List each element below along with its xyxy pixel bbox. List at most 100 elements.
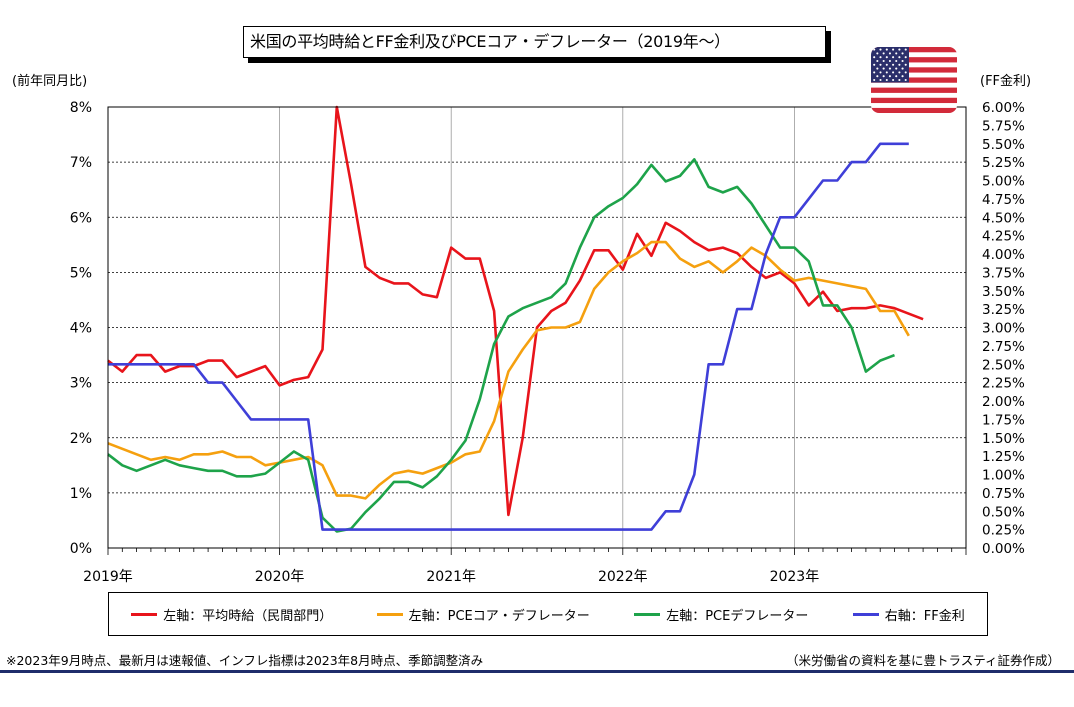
- flag-star: [901, 59, 904, 63]
- flag-star: [898, 48, 901, 51]
- legend-item-ff-rate: 右軸：FF金利: [852, 605, 965, 624]
- right-axis-tick-label: 4.50%: [982, 210, 1025, 226]
- left-axis-tick-label: 2%: [70, 431, 92, 447]
- flag-star: [882, 59, 885, 63]
- flag-stripe: [871, 77, 957, 83]
- flag-star: [879, 71, 882, 74]
- flag-star: [898, 56, 901, 59]
- flag-star: [895, 75, 898, 78]
- x-axis-tick-label: 2022年: [598, 569, 648, 585]
- flag-star: [904, 48, 907, 51]
- flag-star: [876, 59, 879, 63]
- flag-star: [904, 56, 907, 59]
- flag-star: [895, 59, 898, 63]
- flag-star: [876, 52, 879, 55]
- x-axis-tick-label: 2019年: [83, 569, 133, 585]
- x-axis-tick-labels: 2019年 2020年 2021年 2022年 2023年: [83, 569, 819, 585]
- x-axis-tick-label: 2023年: [770, 569, 820, 585]
- flag-stripe: [871, 67, 957, 73]
- flag-star: [898, 78, 901, 82]
- flag-star: [892, 78, 895, 82]
- right-axis-tick-label: 2.00%: [982, 394, 1025, 410]
- flag-star: [876, 67, 879, 70]
- left-axis-tick-label: 0%: [70, 541, 92, 557]
- series-lines: [107, 105, 924, 533]
- flag-star: [876, 75, 879, 78]
- right-axis-tick-label: 0.50%: [982, 504, 1025, 520]
- left-axis-tick-label: 7%: [70, 155, 92, 171]
- flag-star: [879, 56, 882, 59]
- right-axis-tick-label: 2.25%: [982, 376, 1025, 392]
- right-axis-tick-label: 4.75%: [982, 192, 1025, 208]
- flag-star: [885, 78, 888, 82]
- chart-title: 米国の平均時給とFF金利及びPCEコア・デフレーター（2019年～）: [243, 26, 826, 58]
- flag-star: [888, 67, 891, 70]
- left-axis-tick-label: 5%: [70, 265, 92, 281]
- left-axis-tick-label: 1%: [70, 486, 92, 502]
- legend-label: 右軸：FF金利: [884, 608, 965, 624]
- right-axis-tick-label: 4.00%: [982, 247, 1025, 263]
- flag-star: [901, 75, 904, 78]
- flag-star: [898, 71, 901, 74]
- flag-star: [892, 71, 895, 74]
- us-flag-icon: [871, 47, 957, 113]
- legend-swatch: [634, 612, 661, 616]
- right-axis-tick-label: 3.75%: [982, 265, 1025, 281]
- flag-star: [885, 71, 888, 74]
- series-line-1: [107, 240, 910, 500]
- flag-stripe: [871, 87, 957, 93]
- legend-swatch: [131, 612, 158, 616]
- flag-star: [892, 56, 895, 59]
- right-axis-tick-label: 6.00%: [982, 100, 1025, 116]
- right-axis-tick-label: 0.25%: [982, 523, 1025, 539]
- right-axis-tick-label: 1.25%: [982, 449, 1025, 465]
- legend-item-hourly-wage: 左軸：平均時給（民間部門）: [131, 605, 332, 624]
- left-axis-unit-label: (前年同月比): [12, 74, 88, 89]
- flag-star: [895, 52, 898, 55]
- right-axis-tick-label: 3.50%: [982, 284, 1025, 300]
- flag-star: [904, 63, 907, 66]
- flag-star: [879, 78, 882, 82]
- flag-star: [901, 52, 904, 55]
- flag-star: [885, 48, 888, 51]
- series-line-2: [107, 158, 895, 533]
- flag-star: [904, 78, 907, 82]
- plot-area-border: [107, 106, 967, 549]
- footnote-right: （米労働省の資料を基に豊トラスティ証券作成）: [785, 653, 1060, 668]
- right-axis-tick-label: 0.00%: [982, 541, 1025, 557]
- right-axis-tick-label: 1.50%: [982, 431, 1025, 447]
- flag-star: [885, 63, 888, 66]
- legend-label: 左軸：平均時給（民間部門）: [163, 608, 333, 624]
- flag-star: [888, 75, 891, 78]
- legend-swatch: [852, 612, 879, 616]
- flag-stripe: [871, 47, 957, 53]
- flag-star: [888, 59, 891, 63]
- flag-stripe: [871, 107, 957, 113]
- bottom-divider: [0, 670, 1074, 673]
- flag-stripe: [871, 57, 957, 63]
- right-axis-tick-label: 5.75%: [982, 118, 1025, 134]
- flag-star: [873, 71, 876, 74]
- flag-star: [882, 67, 885, 70]
- right-axis-tick-label: 5.50%: [982, 137, 1025, 153]
- flag-star: [892, 48, 895, 51]
- legend-item-pce: 左軸：PCEデフレーター: [634, 605, 808, 624]
- flag-star: [888, 52, 891, 55]
- x-axis-ticks: [107, 548, 967, 555]
- right-axis-tick-label: 2.50%: [982, 357, 1025, 373]
- flag-stripe: [871, 97, 957, 104]
- flag-star: [885, 56, 888, 59]
- right-axis-tick-label: 5.00%: [982, 174, 1025, 190]
- right-axis-tick-label: 5.25%: [982, 155, 1025, 171]
- x-axis-tick-label: 2021年: [426, 569, 476, 585]
- flag-star: [873, 48, 876, 51]
- footnote-left: ※2023年9月時点、最新月は速報値、インフレ指標は2023年8月時点、季節調整…: [6, 653, 484, 668]
- flag-star: [873, 63, 876, 66]
- legend-label: 左軸：PCEコア・デフレーター: [408, 608, 590, 624]
- flag-star: [901, 67, 904, 70]
- left-axis-tick-label: 8%: [70, 100, 92, 116]
- legend-swatch: [376, 612, 403, 616]
- left-axis-tick-labels: 0% 1% 2% 3% 4% 5% 6% 7% 8%: [70, 100, 92, 557]
- left-axis-tick-label: 6%: [70, 210, 92, 226]
